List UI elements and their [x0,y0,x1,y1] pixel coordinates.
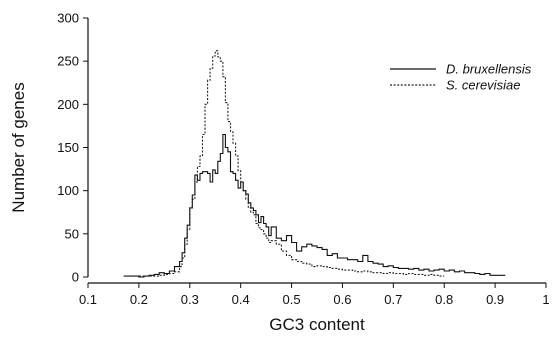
y-tick-label: 100 [57,183,79,198]
y-tick-label: 0 [72,270,79,285]
x-tick-label: 1 [542,292,549,307]
x-axis-ticks: 0.1 0.2 0.3 0.4 0.5 0.6 0.7 0.8 0.9 1 [79,283,550,307]
x-tick-label: 0.2 [130,292,148,307]
y-tick-label: 150 [57,140,79,155]
y-tick-label: 200 [57,97,79,112]
y-axis-ticks: 0 50 100 150 200 250 300 [57,11,88,285]
y-axis-title: Number of genes [9,82,28,212]
x-tick-label: 0.4 [232,292,250,307]
x-tick-label: 0.9 [486,292,504,307]
x-tick-label: 0.7 [384,292,402,307]
y-tick-label: 250 [57,54,79,69]
plot-area: 0.1 0.2 0.3 0.4 0.5 0.6 0.7 0.8 0.9 1 0 50 100 150 20… [57,11,549,308]
series-line-s-cerevisiae [138,50,445,277]
y-tick-label: 300 [57,11,79,26]
x-axis-title: GC3 content [269,315,365,334]
legend-label-d-bruxellensis: D. bruxellensis [446,62,532,77]
x-tick-label: 0.8 [435,292,453,307]
x-tick-label: 0.6 [333,292,351,307]
legend-label-s-cerevisiae: S. cerevisiae [446,78,520,93]
series-line-d-bruxellensis [123,133,506,278]
x-tick-label: 0.1 [79,292,97,307]
y-tick-label: 50 [65,226,79,241]
series-layer [123,50,506,278]
x-tick-label: 0.5 [283,292,301,307]
x-tick-label: 0.3 [181,292,199,307]
chart-legend: D. bruxellensis S. cerevisiae [390,62,532,93]
